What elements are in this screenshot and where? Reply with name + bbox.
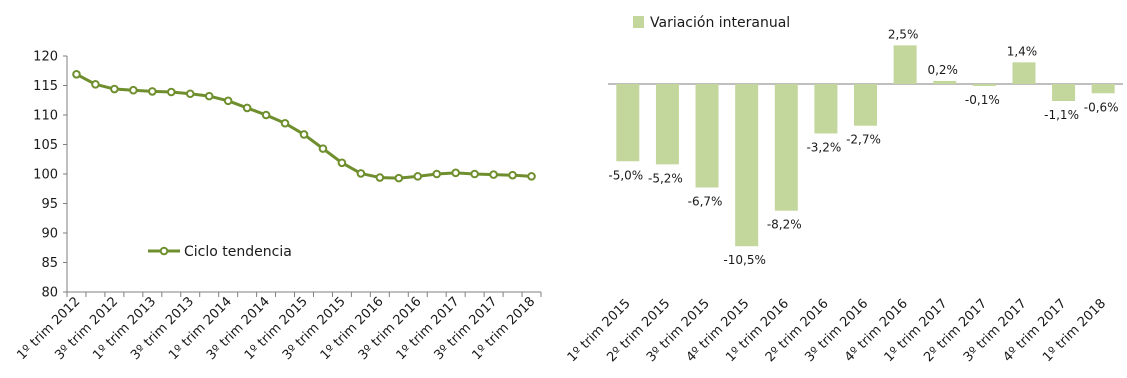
- trend-data-point: [223, 96, 233, 106]
- yoy-bar-chart: -5,0% -5,2% -6,7% -10,5% -8,2% -3,2% -2,7% 2,5%…: [565, 15, 1123, 365]
- trend-data-point: [280, 118, 290, 128]
- yoy-bar: [1012, 62, 1036, 84]
- bar-data-label: -6,7%: [688, 195, 723, 209]
- yoy-bar: [854, 84, 877, 126]
- y-tick-label: 80: [41, 286, 58, 301]
- yoy-bar: [695, 84, 719, 188]
- trend-data-point: [413, 172, 423, 181]
- bar-data-label: 1,4%: [1007, 44, 1038, 58]
- trend-series-line: [75, 72, 532, 180]
- y-tick-label: 100: [33, 168, 58, 183]
- y-tick-label: 95: [41, 197, 58, 212]
- yoy-bar: [933, 80, 957, 84]
- trend-data-point: [299, 130, 309, 139]
- yoy-bar: [1091, 84, 1115, 94]
- yoy-bar: [972, 84, 996, 86]
- bar-data-label: -5,2%: [648, 171, 683, 185]
- trend-data-point: [91, 80, 100, 89]
- bar-data-label: -10,5%: [723, 253, 765, 267]
- y-tick-label: 105: [33, 138, 58, 153]
- trend-data-point: [148, 87, 157, 96]
- bar-data-label: -2,7%: [846, 133, 881, 147]
- trend-data-point: [261, 110, 271, 120]
- yoy-bar: [893, 45, 917, 84]
- yoy-bar: [616, 84, 640, 162]
- legend-marker: [159, 246, 169, 256]
- yoy-bar: [774, 84, 798, 211]
- trend-data-point: [375, 173, 385, 182]
- trend-data-point: [451, 168, 460, 178]
- trend-data-point: [394, 173, 404, 183]
- trend-data-point: [204, 91, 214, 101]
- y-tick-label: 110: [33, 109, 58, 124]
- bar-data-label: 0,2%: [927, 63, 958, 77]
- legend-swatch: [633, 16, 644, 28]
- trend-data-point: [242, 103, 252, 113]
- trend-data-point: [72, 69, 81, 79]
- trend-data-point: [129, 85, 138, 95]
- legend-label: Ciclo tendencia: [184, 244, 292, 260]
- trend-data-point: [489, 170, 498, 179]
- trend-data-point: [527, 172, 536, 181]
- bar-data-label: -0,6%: [1084, 100, 1119, 114]
- trend-data-point: [508, 170, 517, 180]
- trend-data-point: [432, 169, 442, 179]
- bar-data-label: -8,2%: [767, 218, 802, 232]
- bar-data-label: 2,5%: [888, 27, 919, 41]
- y-tick-label: 85: [41, 256, 58, 271]
- yoy-bar: [735, 84, 759, 247]
- trend-data-point: [356, 169, 366, 178]
- yoy-bar: [655, 84, 679, 165]
- bar-data-label: -1,1%: [1044, 108, 1079, 122]
- trend-data-point: [166, 87, 176, 97]
- trend-data-point: [110, 84, 119, 94]
- trend-data-point: [185, 89, 195, 99]
- y-tick-label: 115: [33, 79, 58, 94]
- y-tick-label: 90: [41, 227, 58, 242]
- bar-data-label: -5,0%: [608, 168, 643, 182]
- trend-data-point: [470, 169, 479, 179]
- yoy-bar: [814, 84, 838, 134]
- legend-label: Variación interanual: [650, 15, 790, 31]
- trend-data-point: [337, 158, 347, 168]
- trend-data-point: [318, 144, 328, 153]
- y-tick-label: 120: [33, 50, 58, 65]
- bar-data-label: -0,1%: [965, 93, 1000, 107]
- yoy-bar: [1052, 84, 1076, 101]
- bar-data-label: -3,2%: [806, 140, 841, 154]
